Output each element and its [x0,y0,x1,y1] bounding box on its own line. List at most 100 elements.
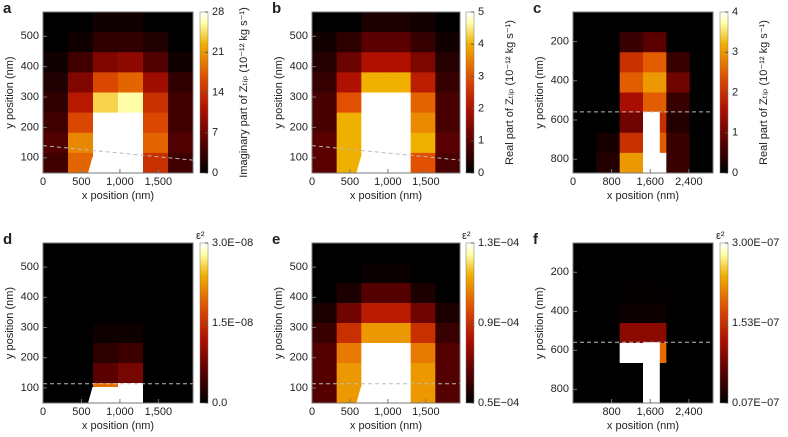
heatmap-cell [68,363,94,384]
heatmap-cell [118,32,144,53]
heatmap-cell [43,323,69,344]
heatmap-cell [168,363,194,384]
heatmap-cell [386,243,412,264]
heatmap-cell [68,12,94,33]
heatmap-cell [410,132,436,154]
heatmap-cell [361,303,387,324]
heatmap-cell [435,92,461,114]
y-tick-label: 600 [551,344,569,356]
heatmap-cell [435,152,461,174]
heatmap-cell [386,32,412,53]
heatmap-cell [93,112,119,134]
colorbar-tick-label: 3.00E−07 [732,237,779,249]
heatmap-cell [68,303,94,324]
heatmap-cell [573,383,597,404]
heatmap-cell [666,383,691,404]
heatmap-cell [435,132,461,154]
x-axis-label: x position (nm) [82,420,154,432]
y-tick-label: 300 [290,91,308,103]
heatmap-cell [435,383,461,404]
heatmap-cell [596,383,621,404]
heatmap-cell [596,323,621,344]
x-tick-label: 1,000 [106,176,134,188]
heatmap-cell [93,132,119,154]
colorbar-tick-label: 3 [732,46,738,58]
y-tick-label: 200 [290,352,308,364]
heatmap-cell [68,72,94,93]
heatmap-cell [573,323,597,344]
heatmap-cell [410,12,436,33]
colorbar-tick-label: 4 [732,6,738,18]
y-tick-label: 600 [551,114,569,126]
heatmap-cell [410,263,436,284]
heatmap-cell [118,72,144,93]
heatmap-cell [143,152,169,174]
heatmap-cell [312,132,338,154]
heatmap-cell [596,283,621,304]
tip [356,387,409,403]
colorbar-label: Imaginary part of Zₜᵢₚ (10⁻¹² kg s⁻¹) [238,7,250,177]
heatmap-cell [643,263,667,284]
heatmap-cell [573,303,597,324]
heatmap-cell [312,383,338,404]
colorbar-tick-label: 2 [732,86,738,98]
y-tick-label: 100 [21,382,39,394]
heatmap-cell [435,303,461,324]
heatmap-cell [361,132,387,154]
colorbar-tick-label: 1.5E−08 [212,317,253,329]
heatmap-cell [43,32,69,53]
heatmap-cell [573,72,597,93]
heatmap-cell [619,32,644,53]
colorbar-label: ε² [716,230,725,242]
panel-label: e [272,231,280,248]
y-tick-label: 400 [290,61,308,73]
heatmap-cell [619,12,644,33]
heatmap-cell [168,263,194,284]
heatmap-cell [666,303,691,324]
panel-label: d [3,231,12,248]
panel-label: c [533,0,541,17]
heatmap-cell [68,92,94,114]
colorbar [465,11,475,174]
heatmap-cell [386,52,412,73]
heatmap-cell [573,92,597,114]
heatmap-cell [43,283,69,304]
heatmap-cell [168,243,194,264]
y-tick-label: 400 [551,75,569,87]
heatmap-cell [93,323,119,344]
heatmap-cell [573,243,597,264]
heatmap-cell [336,72,362,93]
heatmap-cell [168,72,194,93]
plot-frame [42,242,194,404]
x-tick-label: 0 [40,406,46,418]
y-tick-label: 400 [21,291,39,303]
x-tick-label: 1,500 [145,406,173,418]
y-tick-label: 400 [551,305,569,317]
x-tick-label: 1,600 [636,176,664,188]
x-tick-label: 0 [309,406,315,418]
heatmap-cell [689,323,714,344]
heatmap-cell [336,263,362,284]
heatmap-cell [666,32,691,53]
x-tick-label: 800 [602,406,620,418]
heatmap-cell [435,32,461,53]
heatmap-cell [666,263,691,284]
heatmap-cell [619,303,644,324]
heatmap-cell [666,112,691,134]
heatmap-cell [312,303,338,324]
heatmap-cell [573,32,597,53]
heatmap-cell [118,323,144,344]
y-tick-label: 100 [21,152,39,164]
colorbar-tick-label: 0 [732,167,738,179]
y-tick-label: 300 [21,91,39,103]
heatmap-cell [410,383,436,404]
heatmap-cell [68,152,94,174]
y-tick-label: 500 [21,261,39,273]
colorbar-tick-label: 0.0 [212,397,227,409]
heatmap-cell [168,303,194,324]
tip [356,156,409,173]
y-tick-label: 800 [551,153,569,165]
x-tick-label: 500 [72,176,90,188]
heatmap-cell [410,343,436,364]
